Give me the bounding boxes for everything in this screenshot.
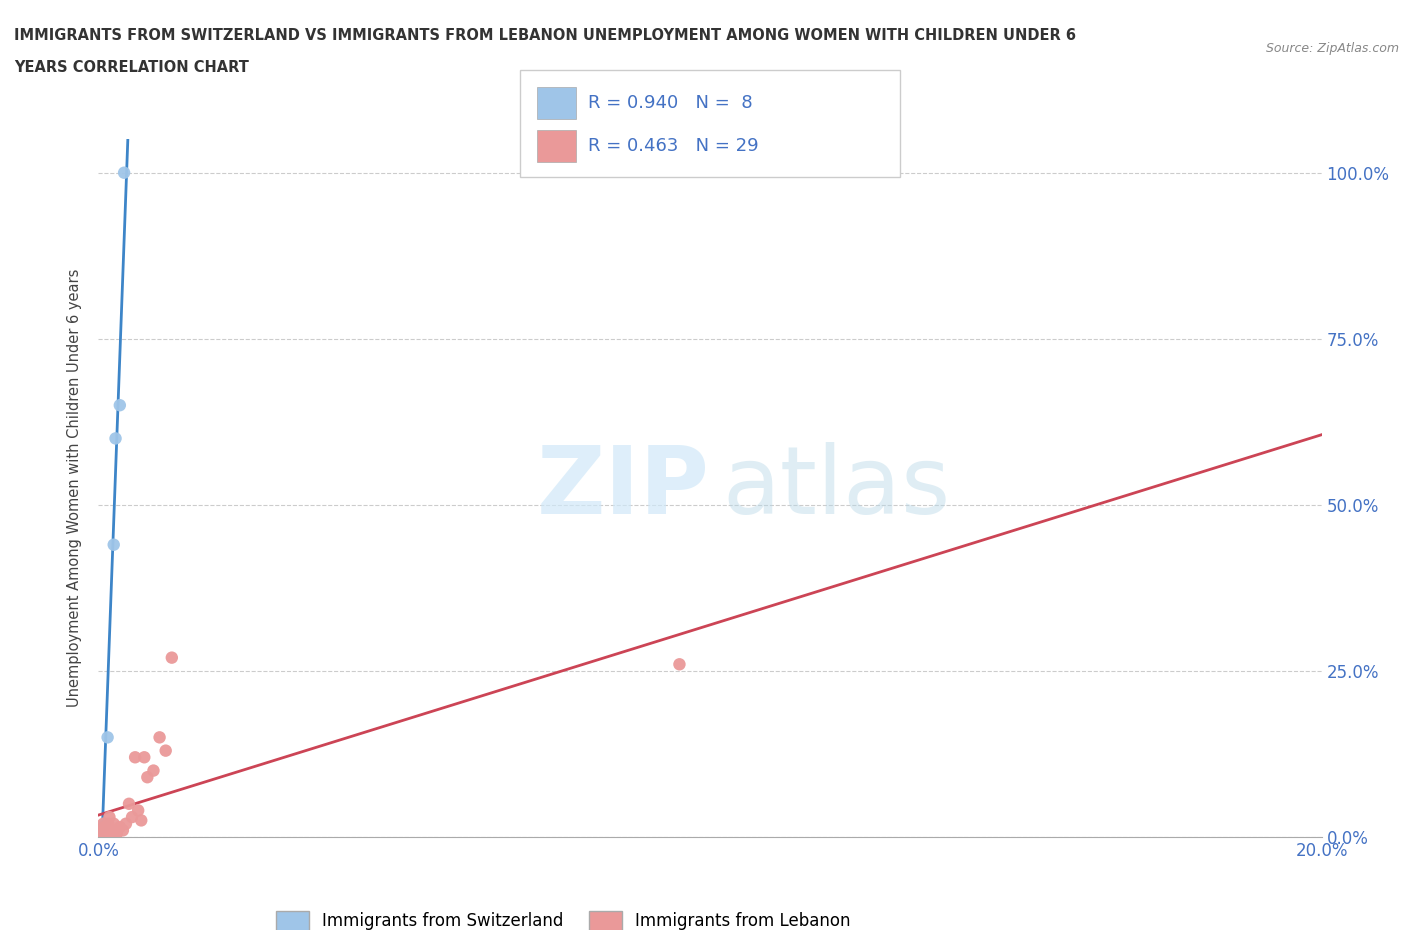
Point	[91, 826, 114, 841]
Text: atlas: atlas	[723, 443, 950, 534]
Text: R = 0.940   N =  8: R = 0.940 N = 8	[588, 94, 752, 113]
Point	[118, 796, 141, 811]
Point	[134, 750, 156, 764]
Point	[112, 166, 135, 180]
Point	[101, 823, 124, 838]
Point	[103, 817, 125, 831]
Point	[129, 813, 152, 828]
Legend: Immigrants from Switzerland, Immigrants from Lebanon: Immigrants from Switzerland, Immigrants …	[269, 905, 858, 930]
Point	[93, 817, 115, 831]
Text: IMMIGRANTS FROM SWITZERLAND VS IMMIGRANTS FROM LEBANON UNEMPLOYMENT AMONG WOMEN : IMMIGRANTS FROM SWITZERLAND VS IMMIGRANT…	[14, 28, 1076, 43]
Point	[87, 830, 110, 844]
Point	[155, 743, 177, 758]
Point	[96, 823, 118, 838]
Point	[104, 431, 127, 445]
Y-axis label: Unemployment Among Women with Children Under 6 years: Unemployment Among Women with Children U…	[67, 269, 83, 708]
Point	[103, 538, 125, 552]
Point	[121, 810, 143, 825]
Point	[115, 817, 138, 831]
Point	[87, 830, 110, 844]
Point	[136, 770, 159, 785]
Point	[108, 398, 131, 413]
Point	[104, 830, 127, 844]
Text: Source: ZipAtlas.com: Source: ZipAtlas.com	[1265, 42, 1399, 55]
Text: ZIP: ZIP	[537, 443, 710, 534]
Point	[105, 826, 128, 841]
Point	[111, 823, 134, 838]
Point	[97, 817, 120, 831]
Point	[91, 819, 114, 834]
Text: YEARS CORRELATION CHART: YEARS CORRELATION CHART	[14, 60, 249, 75]
Point	[91, 817, 114, 831]
Point	[127, 803, 149, 817]
Point	[142, 764, 165, 778]
Point	[668, 657, 690, 671]
Point	[149, 730, 172, 745]
Point	[98, 810, 121, 825]
Point	[100, 830, 122, 844]
Point	[124, 750, 146, 764]
Point	[90, 823, 112, 838]
Point	[97, 730, 120, 745]
Text: R = 0.463   N = 29: R = 0.463 N = 29	[588, 137, 758, 155]
Point	[108, 819, 131, 834]
Point	[94, 830, 117, 844]
Point	[93, 819, 115, 834]
Point	[160, 650, 183, 665]
